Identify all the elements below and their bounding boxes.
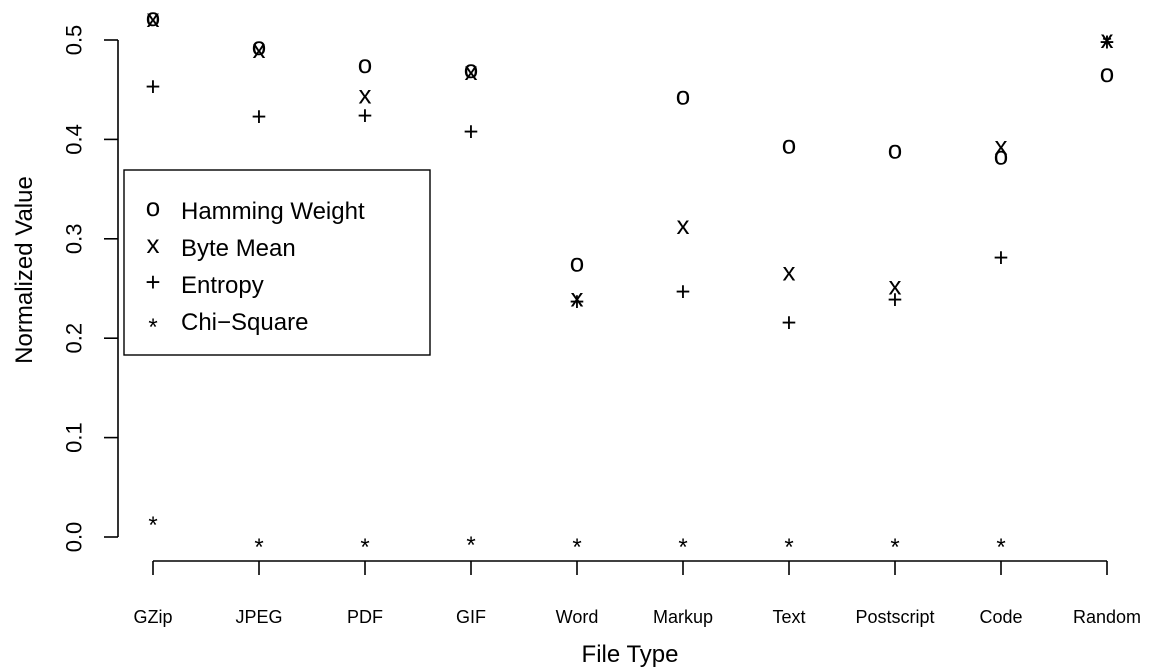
data-point: x	[889, 271, 902, 301]
data-point: *	[1102, 31, 1111, 58]
x-tick-label: PDF	[347, 607, 383, 627]
legend-symbol: x	[147, 229, 160, 259]
data-point: x	[677, 210, 690, 240]
legend-symbol: *	[148, 314, 157, 341]
data-point: o	[358, 49, 372, 79]
data-point: x	[253, 34, 266, 64]
data-point: *	[148, 512, 157, 539]
data-point: *	[678, 534, 687, 561]
x-tick-label: Text	[772, 607, 805, 627]
data-point: o	[464, 54, 478, 84]
data-point: +	[463, 116, 478, 146]
data-point: o	[1100, 58, 1114, 88]
y-tick-label: 0.5	[62, 25, 87, 56]
data-point: +	[251, 102, 266, 132]
data-point: +	[569, 286, 584, 316]
legend-label: Byte Mean	[181, 235, 296, 262]
data-point: x	[1101, 24, 1114, 54]
x-tick-label: Random	[1073, 607, 1141, 627]
data-point: o	[252, 31, 266, 61]
data-point: *	[784, 534, 793, 561]
data-point: *	[996, 534, 1005, 561]
y-tick-label: 0.2	[62, 323, 87, 354]
x-axis: GZip JPEG PDF GIF Word Markup Text Postscript Co…	[133, 560, 1141, 627]
data-point: *	[360, 534, 369, 561]
x-tick-label: Code	[979, 607, 1022, 627]
data-point: o	[782, 129, 796, 159]
legend: o Hamming Weight x Byte Mean + Entropy * Chi−Sq…	[123, 169, 431, 356]
data-point: x	[571, 282, 584, 312]
data-point: +	[781, 307, 796, 337]
legend-box	[123, 169, 431, 356]
data-point: +	[993, 243, 1008, 273]
x-tick-label: Postscript	[855, 607, 934, 627]
data-point: +	[675, 276, 690, 306]
x-tick-label: JPEG	[235, 607, 282, 627]
y-tick-label: 0.0	[62, 522, 87, 553]
data-point: x	[995, 130, 1008, 160]
y-tick-label: 0.1	[62, 422, 87, 453]
x-tick-label: Markup	[653, 607, 713, 627]
legend-label: Entropy	[181, 272, 264, 299]
data-point: +	[357, 101, 372, 131]
data-point: *	[254, 534, 263, 561]
data-point: *	[572, 534, 581, 561]
data-point: o	[888, 134, 902, 164]
x-axis-title: File Type	[582, 641, 679, 668]
x-tick-label: GZip	[133, 607, 172, 627]
y-axis: 0.0 0.1 0.2 0.3 0.4 0.5	[62, 25, 119, 553]
y-tick-label: 0.4	[62, 124, 87, 155]
data-point: x	[359, 80, 372, 110]
data-point: *	[890, 534, 899, 561]
data-point: o	[570, 248, 584, 278]
legend-label: Chi−Square	[181, 309, 308, 336]
legend-symbol: o	[146, 192, 160, 222]
data-point: o	[994, 140, 1008, 170]
data-point: +	[1099, 27, 1114, 57]
data-point: o	[146, 2, 160, 32]
data-point: x	[465, 56, 478, 86]
y-tick-label: 0.3	[62, 224, 87, 255]
legend-symbol: +	[145, 267, 160, 297]
data-point: *	[466, 532, 475, 559]
x-tick-label: Word	[556, 607, 599, 627]
x-tick-label: GIF	[456, 607, 486, 627]
data-point: o	[676, 81, 690, 111]
legend-label: Hamming Weight	[181, 198, 365, 225]
y-axis-title: Normalized Value	[11, 176, 38, 364]
data-point: x	[147, 3, 160, 33]
data-point: +	[887, 284, 902, 314]
data-point: +	[145, 72, 160, 102]
data-point: x	[783, 257, 796, 287]
